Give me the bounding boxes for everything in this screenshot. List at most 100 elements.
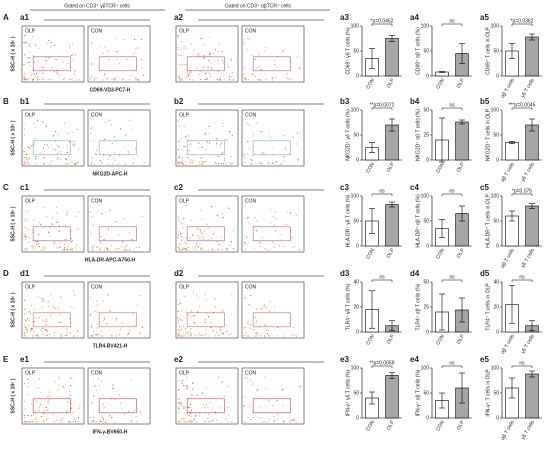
significance-bracket bbox=[371, 365, 393, 368]
flow-dot bbox=[202, 404, 205, 406]
flow-dot bbox=[100, 381, 102, 384]
flow-dot bbox=[177, 157, 179, 159]
flow-dot bbox=[24, 249, 27, 251]
flow-dot bbox=[33, 122, 35, 124]
flow-dot bbox=[89, 314, 92, 316]
group-label: OLP bbox=[25, 370, 36, 376]
flow-dot bbox=[297, 159, 299, 161]
flow-dot bbox=[180, 310, 182, 312]
flow-dot bbox=[71, 131, 73, 133]
flow-dot bbox=[221, 142, 223, 144]
y-axis-label: CD69⁺ γδ T cells (%) bbox=[345, 27, 351, 74]
flow-dot bbox=[38, 234, 40, 236]
flow-dot bbox=[215, 143, 218, 145]
flow-dot bbox=[108, 119, 110, 121]
annotation: *p=0.0362 bbox=[511, 18, 534, 24]
flow-dot bbox=[190, 71, 192, 73]
flow-dot bbox=[60, 296, 62, 298]
y-tick-label: 100 bbox=[351, 365, 360, 371]
y-tick-label: 50 bbox=[353, 132, 359, 138]
flow-dot bbox=[181, 77, 183, 79]
flow-dot bbox=[264, 248, 266, 250]
group-label: CON bbox=[245, 284, 257, 290]
error-bar bbox=[529, 370, 535, 378]
flow-dot bbox=[246, 122, 248, 125]
flow-dot bbox=[203, 161, 205, 163]
flow-dot bbox=[103, 419, 105, 421]
flow-dot bbox=[91, 127, 94, 129]
flow-dot bbox=[180, 403, 182, 405]
flow-dot bbox=[60, 418, 62, 420]
flow-dot bbox=[269, 136, 272, 139]
flow-dot bbox=[42, 246, 44, 248]
flow-dot bbox=[142, 74, 145, 76]
flow-dot bbox=[66, 163, 68, 165]
flow-dot bbox=[279, 234, 281, 236]
flow-dot bbox=[55, 149, 57, 151]
flow-dot bbox=[43, 299, 45, 301]
panel-label: a1 bbox=[20, 13, 29, 22]
flow-dot bbox=[106, 247, 108, 249]
flow-dot bbox=[256, 67, 258, 69]
flow-dot bbox=[243, 157, 245, 159]
flow-dot bbox=[186, 385, 188, 388]
flow-dot bbox=[112, 384, 114, 386]
flow-dot bbox=[182, 163, 184, 165]
flow-dot bbox=[91, 421, 93, 423]
flow-dot bbox=[217, 163, 220, 165]
flow-dot bbox=[26, 79, 28, 81]
flow-dot bbox=[217, 213, 219, 215]
flow-dot bbox=[215, 162, 217, 164]
flow-dot bbox=[107, 294, 109, 296]
flow-dot bbox=[51, 305, 54, 308]
flow-dot bbox=[203, 55, 205, 57]
flow-dot bbox=[244, 335, 246, 337]
flow-dot bbox=[183, 45, 185, 47]
flow-dot bbox=[181, 79, 183, 81]
flow-dot bbox=[90, 232, 92, 234]
flow-dot bbox=[38, 47, 40, 49]
x-tick-label: γδ T cells bbox=[520, 77, 536, 99]
flow-dot bbox=[66, 334, 68, 336]
flow-dot bbox=[50, 160, 53, 162]
flow-dot bbox=[264, 73, 266, 75]
flow-dot bbox=[284, 147, 286, 149]
x-tick-label: CON bbox=[435, 161, 446, 174]
x-tick-label: CON bbox=[365, 161, 376, 174]
flow-dot bbox=[103, 316, 105, 318]
flow-dot bbox=[77, 162, 79, 164]
flow-dot bbox=[209, 401, 211, 404]
flow-dot bbox=[90, 128, 92, 130]
flow-dot bbox=[42, 147, 44, 149]
flow-dot bbox=[43, 143, 46, 146]
panel-label: d5 bbox=[480, 269, 490, 278]
flow-plot bbox=[87, 109, 151, 167]
flow-dot bbox=[96, 149, 98, 151]
panel-label: d1 bbox=[20, 269, 30, 278]
flow-dot bbox=[68, 79, 70, 81]
flow-dot bbox=[267, 421, 269, 423]
flow-dot bbox=[177, 120, 179, 122]
flow-dot bbox=[223, 78, 225, 80]
flow-dot bbox=[177, 380, 179, 382]
flow-dot bbox=[78, 407, 80, 409]
flow-dot bbox=[45, 419, 48, 421]
flow-dot bbox=[37, 296, 39, 298]
panel-label: d3 bbox=[340, 269, 350, 278]
flow-dot bbox=[276, 418, 279, 420]
flow-dot bbox=[201, 392, 204, 394]
flow-dot bbox=[115, 248, 117, 251]
flow-dot bbox=[105, 211, 107, 213]
flow-dot bbox=[178, 409, 180, 411]
flow-dot bbox=[50, 144, 53, 146]
flow-dot bbox=[184, 328, 187, 330]
flow-dot bbox=[107, 50, 110, 52]
flow-dot bbox=[186, 376, 188, 379]
flow-dot bbox=[28, 77, 30, 80]
flow-dot bbox=[197, 228, 199, 230]
flow-dot bbox=[30, 74, 33, 76]
panel-label: a4 bbox=[410, 13, 419, 22]
flow-dot bbox=[253, 329, 255, 331]
flow-dot bbox=[96, 323, 98, 325]
flow-dot bbox=[35, 155, 37, 158]
